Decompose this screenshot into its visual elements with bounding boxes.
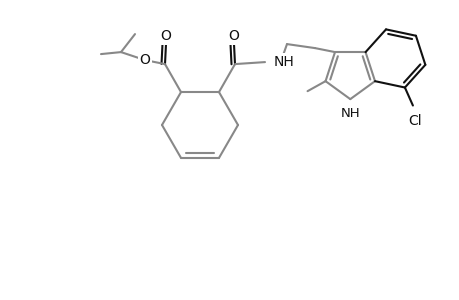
Text: NH: NH <box>274 55 294 69</box>
Text: O: O <box>139 53 150 67</box>
Text: Cl: Cl <box>407 113 421 128</box>
Text: NH: NH <box>340 107 359 120</box>
Text: O: O <box>160 29 171 43</box>
Text: O: O <box>228 29 239 43</box>
